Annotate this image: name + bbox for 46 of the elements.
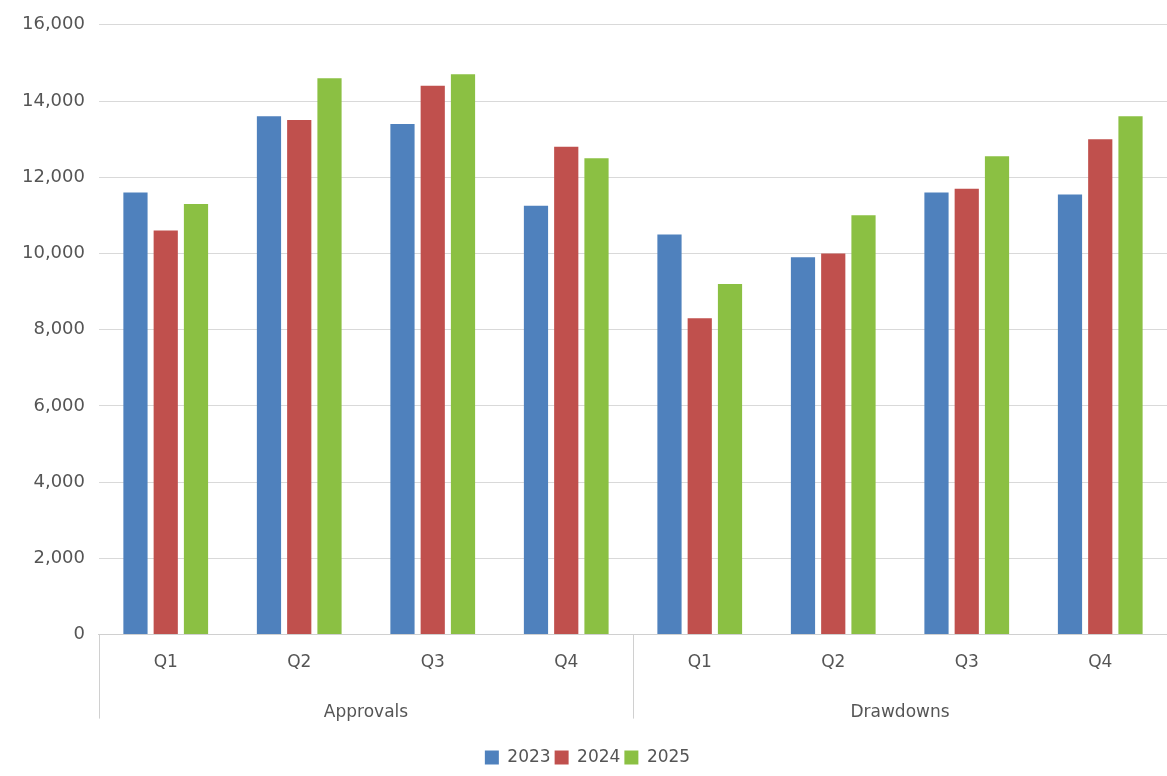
bar [984, 156, 1010, 635]
bar [123, 192, 148, 635]
x-tick-label: Q1 [153, 651, 178, 672]
bar [287, 120, 312, 635]
bar [256, 116, 282, 635]
bar [153, 230, 178, 635]
bar [183, 203, 209, 635]
bar [390, 123, 415, 635]
bar [687, 318, 712, 635]
bar [790, 257, 816, 635]
bar [584, 158, 609, 635]
bar [821, 253, 846, 635]
bar [924, 192, 949, 635]
legend-label: 2024 [577, 745, 621, 766]
x-tick-label: Q4 [1088, 651, 1113, 672]
x-tick-label: Q2 [287, 651, 312, 672]
bar [657, 234, 682, 635]
x-tick-label: Q3 [420, 651, 445, 672]
y-tick-label: 12,000 [22, 164, 85, 186]
bar [1088, 139, 1113, 635]
text: Drawdowns [850, 701, 950, 722]
legend-label: 2025 [646, 745, 691, 766]
x-tick-label: Q1 [687, 651, 712, 672]
y-tick-label: 10,000 [22, 241, 85, 263]
y-tick-label: 16,000 [22, 12, 85, 34]
bar [317, 78, 342, 635]
bar [450, 74, 476, 635]
x-tick-label: Q2 [821, 651, 846, 672]
bar [1057, 194, 1083, 635]
y-tick-label: 4,000 [33, 469, 85, 491]
y-tick-label: 2,000 [33, 546, 85, 568]
bar [523, 205, 549, 635]
bar [1118, 116, 1143, 635]
bar [717, 283, 743, 635]
y-tick-label: 0 [73, 622, 85, 644]
bar [954, 188, 979, 635]
x-tick-label: Q3 [954, 651, 979, 672]
bar [420, 85, 445, 635]
y-tick-label: 14,000 [22, 88, 85, 110]
y-tick-label: 8,000 [33, 317, 85, 339]
y-tick-label: 6,000 [33, 393, 85, 415]
bar [554, 146, 579, 635]
x-tick-label: Q4 [554, 651, 579, 672]
text: Approvals [323, 701, 409, 722]
bar [851, 215, 876, 635]
legend-label: 2023 [507, 745, 551, 766]
